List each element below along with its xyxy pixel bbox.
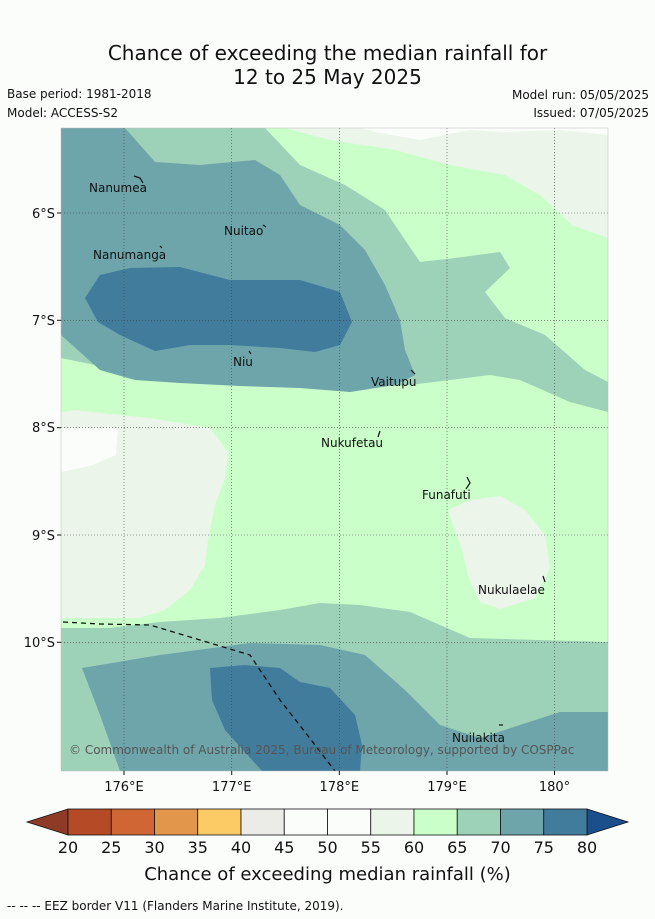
- colorbar-tick-label: 30: [144, 838, 164, 857]
- lat-tick-label: 6°S: [32, 207, 55, 222]
- place-label-nuilakita: Nuilakita: [452, 731, 505, 745]
- contour-55-60-funafuti: [448, 496, 550, 609]
- colorbar-tick-label: 80: [577, 838, 597, 857]
- colorbar: 20 25 30 35 40 45 50 55 60 65 70 75 80 Chance of exc…: [25, 808, 630, 885]
- colorbar-cell: [413, 808, 458, 836]
- colorbar-over-arrow: [586, 808, 630, 836]
- lon-tick-label: 177°E: [212, 780, 252, 795]
- base-period: Base period: 1981-2018: [7, 87, 152, 101]
- colorbar-tick-label: 50: [317, 838, 337, 857]
- colorbar-cell: [154, 808, 199, 836]
- contour-55-60-west: [61, 410, 228, 618]
- map-frame: [60, 127, 609, 772]
- colorbar-tick-label: 70: [490, 838, 510, 857]
- model-run: Model run: 05/05/2025: [511, 88, 649, 102]
- colorbar-cell: [370, 808, 415, 836]
- colorbar-cell: [327, 808, 372, 836]
- latitude-axis: 6°S 7°S 8°S 9°S 10°S: [24, 207, 61, 651]
- place-label-nukulaelae: Nukulaelae: [478, 583, 545, 597]
- colorbar-cell: [197, 808, 242, 836]
- eez-border: [62, 621, 336, 771]
- eez-footnote: -- -- -- EEZ border V11 (Flanders Marine…: [7, 899, 344, 913]
- contour-55-60-northeast: [285, 128, 608, 238]
- contour-60-65-east-cutout: [598, 300, 608, 336]
- colorbar-tick-label: 20: [58, 838, 78, 857]
- place-label-nanumanga: Nanumanga: [93, 248, 166, 262]
- island-outlines: [133, 175, 546, 726]
- colorbar-under-arrow: [25, 808, 69, 836]
- colorbar-tick-label: 60: [404, 838, 424, 857]
- lat-tick-label: 8°S: [32, 421, 55, 436]
- colorbar-tick-label: 40: [231, 838, 251, 857]
- colorbar-tick-label: 45: [274, 838, 294, 857]
- contour-50-55-west: [61, 428, 118, 472]
- contour-50-55-northeast: [360, 128, 608, 140]
- map-area: Nanumea Nuitao Nanumanga Niu Vaitupu Nuk…: [61, 128, 608, 771]
- lat-tick-label: 7°S: [32, 314, 55, 329]
- copyright-credit: © Commonwealth of Australia 2025, Bureau…: [69, 743, 574, 757]
- niu-island: [248, 350, 252, 355]
- grid-lines: [61, 128, 608, 771]
- place-label-funafuti: Funafuti: [422, 488, 471, 502]
- colorbar-cell: [543, 808, 588, 836]
- lon-tick-label: 178°E: [320, 780, 360, 795]
- nanumea-island: [133, 175, 144, 184]
- colorbar-cell: [240, 808, 285, 836]
- colorbar-tick-label: 25: [101, 838, 121, 857]
- map-title-line2: 12 to 25 May 2025: [233, 65, 422, 89]
- longitude-axis: 176°E 177°E 178°E 179°E 180°: [104, 771, 570, 795]
- colorbar-tick-label: 75: [534, 838, 554, 857]
- place-label-niu: Niu: [233, 355, 253, 369]
- colorbar-tick-label: 35: [188, 838, 208, 857]
- colorbar-cell: [283, 808, 328, 836]
- colorbar-cell: [67, 808, 112, 836]
- lon-tick-label: 176°E: [104, 780, 144, 795]
- lat-tick-label: 10°S: [24, 636, 55, 651]
- lat-tick-label: 9°S: [32, 529, 55, 544]
- contour-75-80-core: [85, 267, 352, 352]
- contour-75-80-south: [210, 665, 362, 771]
- map-title-line1: Chance of exceeding the median rainfall …: [107, 41, 548, 65]
- lon-tick-label: 180°: [539, 780, 570, 795]
- issued-date: Issued: 07/05/2025: [533, 106, 649, 120]
- colorbar-cell: [456, 808, 501, 836]
- colorbar-tick-label: 65: [447, 838, 467, 857]
- nukulaelae-island: [542, 575, 546, 583]
- nukufetau-island: [377, 430, 381, 438]
- place-label-nukufetau: Nukufetau: [321, 436, 383, 450]
- place-label-vaitupu: Vaitupu: [371, 375, 417, 389]
- place-label-nanumea: Nanumea: [89, 181, 147, 195]
- model-name: Model: ACCESS-S2: [7, 106, 119, 120]
- vaitupu-island: [410, 369, 416, 375]
- colorbar-cell: [500, 808, 545, 836]
- colorbar-cell: [110, 808, 155, 836]
- lon-tick-label: 179°E: [427, 780, 467, 795]
- place-label-nuitao: Nuitao: [224, 224, 263, 238]
- nuitao-island: [262, 224, 267, 228]
- funafuti-island: [465, 476, 471, 490]
- nanumanga-island: [159, 245, 163, 249]
- colorbar-tick-label: 55: [361, 838, 381, 857]
- colorbar-label: Chance of exceeding median rainfall (%): [144, 864, 511, 885]
